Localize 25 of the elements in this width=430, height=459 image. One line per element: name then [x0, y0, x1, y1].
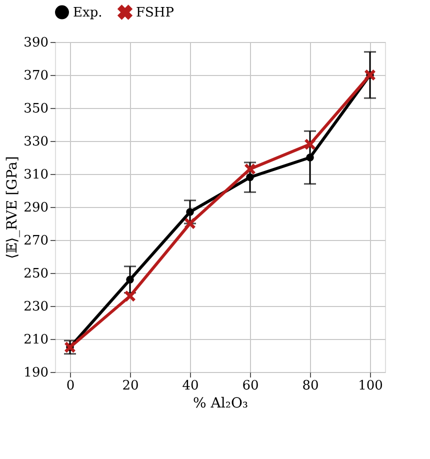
legend-label: FSHP: [136, 5, 174, 20]
point: [304, 138, 316, 150]
point: [244, 164, 256, 175]
x-tick-label: 20: [122, 378, 139, 394]
y-tick-label: 190: [24, 366, 48, 380]
y-tick-label: 250: [24, 266, 48, 282]
x-axis-title: % Al₂O₃: [192, 396, 248, 412]
y-axis-title: ⟨𝔼⟩_RVE [GPa]: [4, 156, 21, 259]
y-tick-label: 210: [24, 332, 48, 348]
y-tick-label: 390: [24, 36, 48, 50]
x-tick-label: 100: [358, 378, 383, 394]
x-tick-label: 0: [66, 378, 75, 394]
y-tick-label: 370: [24, 68, 48, 84]
y-tick-label: 330: [24, 134, 48, 150]
y-tick-label: 230: [24, 300, 48, 314]
x-tick-label: 40: [182, 378, 199, 394]
x-tick-label: 60: [242, 378, 259, 394]
legend-label: Exp.: [73, 5, 102, 20]
x-tick-label: 80: [302, 378, 319, 394]
y-tick-label: 270: [24, 234, 48, 248]
point: [124, 290, 136, 302]
point: [184, 218, 196, 229]
y-tick-label: 350: [24, 102, 48, 116]
y-tick-label: 310: [24, 168, 48, 182]
y-tick-label: 290: [24, 200, 48, 216]
